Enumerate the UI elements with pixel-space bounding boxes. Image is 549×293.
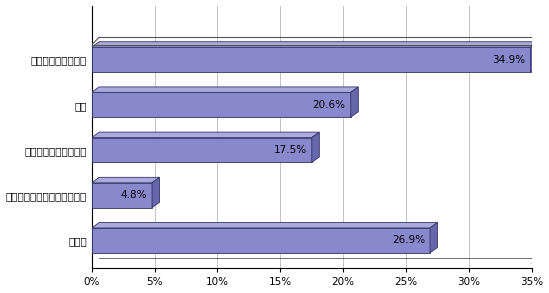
Text: 4.8%: 4.8%	[121, 190, 147, 200]
Text: 20.6%: 20.6%	[313, 100, 346, 110]
Polygon shape	[152, 177, 160, 208]
FancyBboxPatch shape	[92, 137, 312, 162]
FancyBboxPatch shape	[92, 228, 430, 253]
Polygon shape	[312, 132, 320, 162]
FancyBboxPatch shape	[92, 183, 152, 208]
Text: 26.9%: 26.9%	[392, 235, 425, 246]
Polygon shape	[430, 223, 438, 253]
Polygon shape	[531, 42, 538, 72]
Text: 34.9%: 34.9%	[492, 54, 525, 64]
Polygon shape	[92, 42, 538, 47]
Polygon shape	[351, 87, 358, 117]
Text: 17.5%: 17.5%	[273, 145, 307, 155]
Polygon shape	[92, 223, 438, 228]
FancyBboxPatch shape	[92, 92, 351, 117]
FancyBboxPatch shape	[92, 47, 531, 72]
Polygon shape	[92, 132, 320, 137]
Polygon shape	[92, 87, 358, 92]
Polygon shape	[92, 177, 160, 183]
